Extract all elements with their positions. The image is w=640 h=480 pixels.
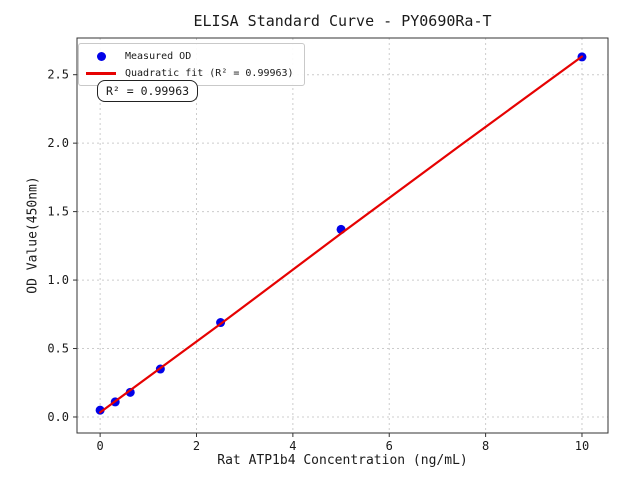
y-axis-label: OD Value(450nm)	[25, 176, 41, 294]
chart-title: ELISA Standard Curve - PY0690Ra-T	[193, 12, 492, 30]
legend-item-quadratic-fit: Quadratic fit (R² = 0.99963)	[86, 66, 294, 80]
x-axis-label: Rat ATP1b4 Concentration (ng/mL)	[217, 453, 468, 468]
y-tick-label: 0.0	[47, 410, 69, 424]
data-point	[95, 405, 105, 415]
fit-line	[99, 55, 584, 414]
x-tick-label: 4	[289, 439, 296, 453]
legend-handle	[86, 71, 116, 75]
y-tick-label: 2.5	[47, 68, 69, 82]
x-tick-label: 0	[97, 439, 104, 453]
r-squared-annotation: R² = 0.99963	[97, 80, 199, 102]
x-tick-label: 6	[386, 439, 393, 453]
legend-label-quadratic-fit: Quadratic fit (R² = 0.99963)	[125, 67, 294, 79]
legend: Measured OD Quadratic fit (R² = 0.99963)	[78, 43, 305, 86]
scatter-marker-swatch-icon	[96, 51, 106, 61]
fit-line-swatch-icon	[86, 71, 116, 75]
legend-handle	[86, 51, 116, 61]
x-tick-label: 8	[482, 439, 489, 453]
legend-item-measured-od: Measured OD	[86, 49, 294, 63]
plot-frame	[76, 37, 609, 434]
x-tick-label: 2	[193, 439, 200, 453]
x-tick-label: 10	[575, 439, 589, 453]
y-tick-label: 0.5	[47, 342, 69, 356]
legend-label-measured-od: Measured OD	[125, 50, 192, 62]
y-tick-label: 2.0	[47, 136, 69, 150]
y-tick-label: 1.5	[47, 205, 69, 219]
data-point	[125, 387, 135, 397]
y-tick-label: 1.0	[47, 273, 69, 287]
